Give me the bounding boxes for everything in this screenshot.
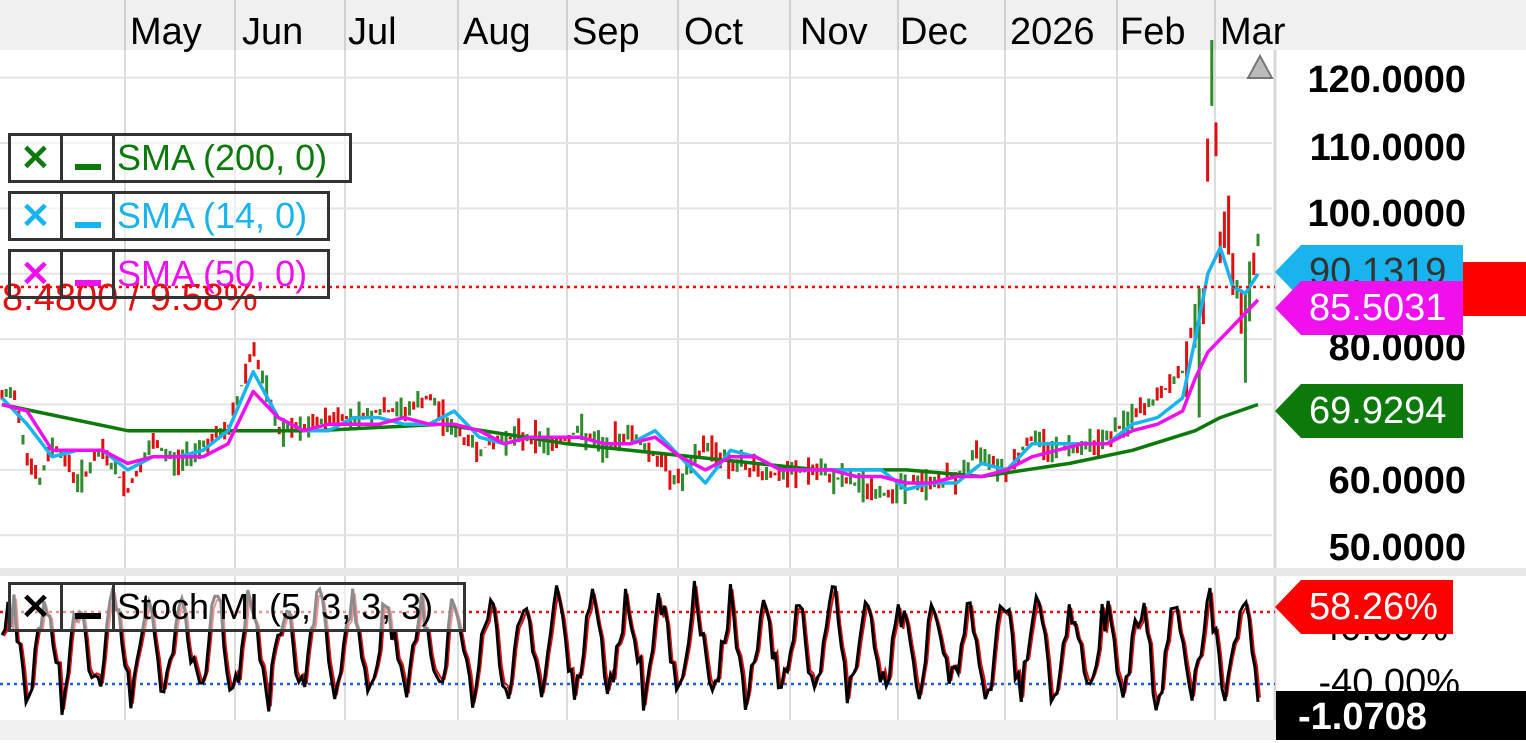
close-icon[interactable]: ✕ — [11, 194, 63, 238]
minimize-icon[interactable] — [63, 136, 115, 180]
price-tick-100: 100.0000 — [1307, 193, 1467, 235]
price-tick-120: 120.0000 — [1307, 59, 1467, 101]
minimize-icon[interactable] — [63, 252, 115, 296]
close-icon[interactable]: ✕ — [11, 585, 63, 629]
month-label: Jul — [348, 11, 397, 53]
month-label: Feb — [1120, 11, 1186, 53]
stoch-badge-value: 58.26% — [1309, 586, 1438, 628]
legend-sma200: ✕ SMA (200, 0) — [8, 133, 352, 183]
legend-sma50: ✕ SMA (50, 0) — [8, 249, 330, 299]
sma50-badge-value: 85.5031 — [1309, 287, 1447, 329]
month-label: Dec — [900, 11, 968, 53]
bottom-bar — [0, 720, 1276, 740]
month-label: Jun — [242, 11, 304, 53]
last-price-block — [1463, 262, 1526, 316]
month-label: Sep — [572, 11, 640, 53]
minimize-icon[interactable] — [63, 194, 115, 238]
price-tick-60: 60.0000 — [1328, 460, 1466, 502]
legend-sma14: ✕ SMA (14, 0) — [8, 191, 330, 241]
close-icon[interactable]: ✕ — [11, 136, 63, 180]
month-label: Mar — [1220, 11, 1286, 53]
month-label: Nov — [800, 11, 868, 53]
stoch-badge: 58.26% — [1275, 580, 1453, 634]
legend-label: SMA (200, 0) — [117, 137, 328, 178]
month-label: 2026 — [1010, 11, 1095, 53]
legend-stoch: ✕ Stoch MI (5, 3, 3, 3) — [8, 582, 466, 632]
minimize-icon[interactable] — [63, 585, 115, 629]
scroll-up-icon — [1246, 53, 1274, 79]
sma200-badge-value: 69.9294 — [1309, 390, 1447, 432]
pane-divider — [0, 568, 1526, 576]
sma50-badge: 85.5031 — [1275, 281, 1463, 335]
time-axis-bar — [0, 0, 1526, 50]
month-label: May — [130, 11, 202, 53]
sma200-badge: 69.9294 — [1275, 384, 1463, 438]
close-icon[interactable]: ✕ — [11, 252, 63, 296]
stoch-value: -1.0708 — [1298, 696, 1427, 738]
legend-label: SMA (14, 0) — [117, 195, 308, 236]
time-axis-gap — [0, 50, 1526, 58]
price-tick-110: 110.0000 — [1309, 127, 1466, 169]
legend-label: Stoch MI (5, 3, 3, 3) — [117, 586, 434, 627]
legend-label: SMA (50, 0) — [117, 253, 308, 294]
sma-line-50 — [1, 298, 1260, 485]
month-label: Oct — [684, 11, 744, 53]
month-label: Aug — [463, 11, 531, 53]
stoch-value-badge: -1.0708 — [1276, 691, 1526, 740]
price-tick-50: 50.0000 — [1328, 527, 1466, 569]
